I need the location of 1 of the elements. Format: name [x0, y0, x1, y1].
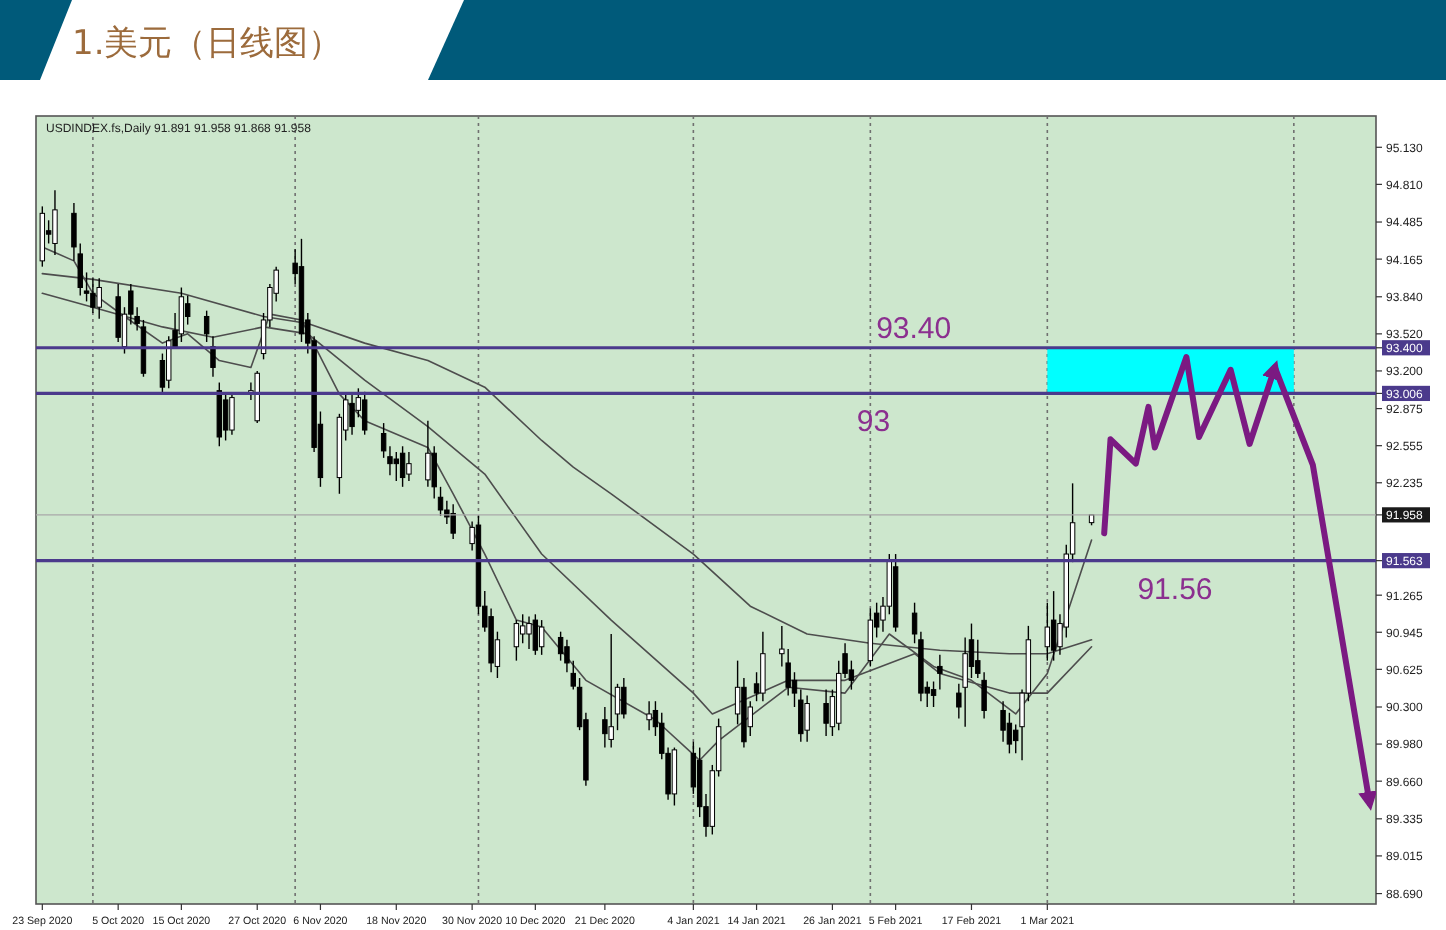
title: 1.美元（日线图） — [72, 24, 343, 64]
